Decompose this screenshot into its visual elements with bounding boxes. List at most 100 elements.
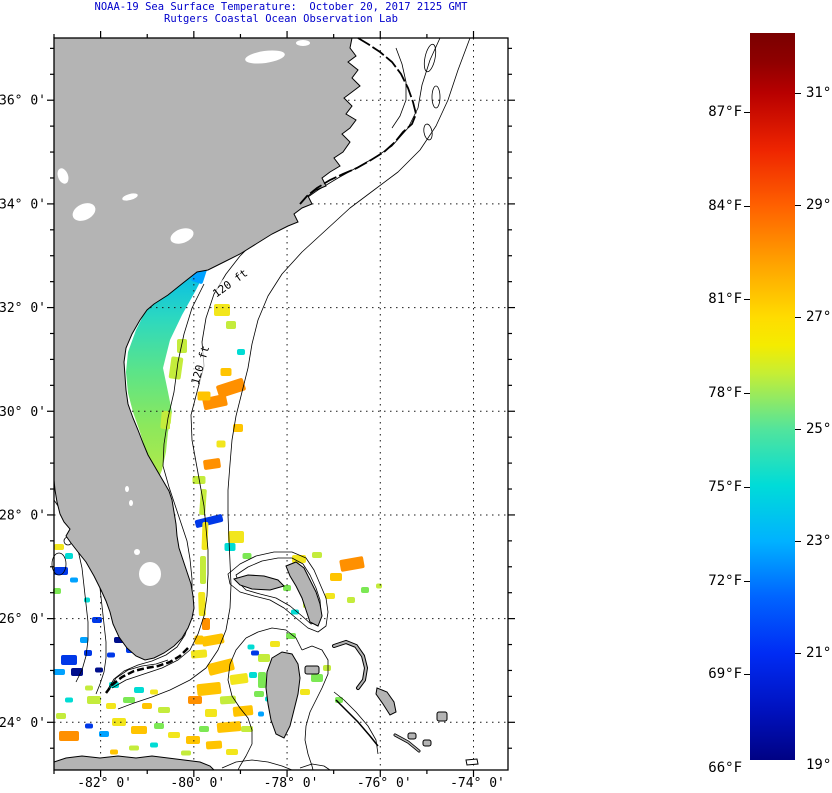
sst-patch <box>194 635 204 645</box>
map-axes: -82° 0' -80° 0' -78° 0' -76° 0' -74° 0' 36° … <box>0 31 515 791</box>
colorbar-tick <box>795 541 801 542</box>
colorbar-tick <box>744 299 750 301</box>
colorbar-fahrenheit-label: 72°F <box>708 572 742 589</box>
sst-patch <box>339 556 365 572</box>
sst-patch <box>154 723 164 729</box>
sst-patch <box>325 593 335 599</box>
colorbar-fahrenheit-label: 78°F <box>708 385 742 402</box>
colorbar-tick <box>795 429 801 430</box>
contour-exuma-sound <box>333 691 379 755</box>
sst-patch <box>85 685 93 691</box>
sst-patch <box>84 650 92 656</box>
contour-shelf-deep <box>117 37 471 710</box>
coastal-sst-band <box>126 264 208 480</box>
sst-patch <box>361 587 369 593</box>
sst-patch <box>59 731 79 741</box>
sst-patch <box>220 368 232 376</box>
sst-patch <box>216 721 242 733</box>
colorbar-tick <box>795 653 801 654</box>
sst-patch <box>106 703 116 709</box>
colorbar-fahrenheit-label: 69°F <box>708 666 742 683</box>
sst-patch <box>270 641 280 647</box>
andros-island <box>265 651 301 739</box>
colorbar-tick <box>744 393 750 395</box>
colorbar-tick <box>744 205 750 207</box>
sst-patch <box>84 597 90 603</box>
longitude-labels: -82° 0' -80° 0' -78° 0' -76° 0' -74° 0' <box>77 776 505 791</box>
sst-patch <box>300 689 310 695</box>
sst-patch <box>226 321 236 329</box>
sst-patch <box>226 749 238 755</box>
sst-patch <box>200 556 206 584</box>
cuba-north-coast <box>53 755 216 771</box>
latitude-tick-label: 34° 0' <box>0 197 46 212</box>
sst-patch <box>258 711 264 717</box>
sst-patch <box>347 597 355 603</box>
longitude-tick-label: -80° 0' <box>170 776 225 791</box>
new-providence-island <box>304 665 320 675</box>
sst-patch <box>197 391 211 401</box>
sst-patch <box>190 649 208 659</box>
latitude-tick-label: 36° 0' <box>0 94 46 109</box>
contour-great-bahama-bank-north <box>245 627 303 651</box>
sst-patch <box>158 707 170 713</box>
contour-oval-2 <box>431 85 441 109</box>
colorbar-tick <box>744 486 750 488</box>
sst-patch <box>216 378 246 398</box>
sst-patch <box>168 732 180 738</box>
sst-patch <box>254 691 264 697</box>
colorbar-fahrenheit-label: 66°F <box>708 760 742 776</box>
sst-patch <box>99 731 109 737</box>
colorbar-celsius-label: 23°C <box>806 533 832 549</box>
sst-patch <box>112 718 126 726</box>
contour-cuba-keys-1 <box>221 759 293 771</box>
sst-patch <box>54 544 64 550</box>
colorbar-celsius-label: 25°C <box>806 421 832 437</box>
latitude-tick-label: 30° 0' <box>0 405 46 420</box>
sst-patch <box>242 553 252 559</box>
sst-patch <box>168 356 184 380</box>
depth-contour-label: 120 ft <box>210 266 250 300</box>
sst-patch <box>196 681 222 697</box>
sst-patch <box>224 543 236 551</box>
sst-patch <box>228 531 244 543</box>
contour-nearshore-40ft <box>107 283 205 690</box>
contour-cuba-keys-2 <box>299 763 331 771</box>
sst-patch <box>177 339 187 353</box>
sst-patch <box>205 709 217 717</box>
sst-patch <box>87 696 101 704</box>
sst-patch <box>150 689 158 695</box>
sst-patch <box>65 697 73 703</box>
colorbar-fahrenheit-label: 75°F <box>708 478 742 495</box>
colorbar-tick <box>744 580 750 582</box>
sst-patch <box>80 637 88 643</box>
sst-patch <box>311 674 323 682</box>
sst-patch <box>53 669 65 675</box>
sst-patch <box>123 697 135 703</box>
colorbar-fahrenheit-label: 87°F <box>708 104 742 121</box>
contour-gulf-loop <box>51 552 67 576</box>
latitude-tick-label: 26° 0' <box>0 612 46 627</box>
sst-patch <box>312 552 322 558</box>
colorbar-celsius-label: 27°C <box>806 309 832 325</box>
longitude-tick-label: -76° 0' <box>357 776 412 791</box>
sst-patch <box>205 740 223 750</box>
san-salvador-island <box>436 711 448 722</box>
sst-patch <box>61 655 77 665</box>
sst-patch <box>177 394 187 406</box>
latitude-tick-label: 24° 0' <box>0 716 46 731</box>
sst-patch <box>199 726 209 732</box>
sst-patch <box>249 672 257 678</box>
sst-patch <box>207 658 235 676</box>
sst-patch <box>241 726 253 732</box>
sst-patch <box>56 713 66 719</box>
title-line-2: Rutgers Coastal Ocean Observation Lab <box>164 13 398 25</box>
contour-nc-inner <box>391 47 407 129</box>
sst-patch <box>95 667 103 673</box>
colorbar-tick <box>795 317 801 318</box>
sst-patch <box>150 742 158 748</box>
sst-patch <box>330 573 342 581</box>
sst-patch <box>216 440 226 448</box>
longitude-tick-label: -78° 0' <box>264 776 319 791</box>
